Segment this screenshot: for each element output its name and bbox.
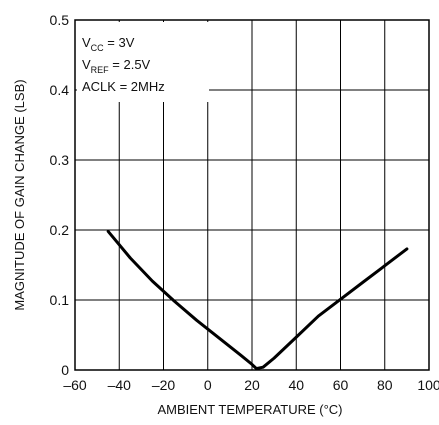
x-tick-label: 80: [377, 377, 393, 393]
y-tick-label: 0.4: [50, 82, 70, 98]
grid: [74, 19, 430, 371]
plot-frame: [74, 19, 430, 371]
annotation-background: [77, 22, 209, 102]
x-tick-label: 100: [417, 377, 439, 393]
x-axis-title: AMBIENT TEMPERATURE (°C): [157, 402, 342, 417]
y-tick-label: 0.2: [50, 222, 70, 238]
x-tick-label: 0: [204, 377, 212, 393]
gain-change-curve: [106, 229, 409, 371]
y-tick-label: 0.1: [50, 292, 70, 308]
y-tick-label: 0.3: [50, 152, 70, 168]
x-tick-label: –20: [152, 377, 176, 393]
y-tick-label: 0.5: [50, 12, 70, 28]
y-axis-title: MAGNITUDE OF GAIN CHANGE (LSB): [12, 79, 27, 310]
annotation-box: VCC = 3V VREF = 2.5V ACLK = 2MHz: [77, 22, 209, 102]
x-tick-label: –60: [63, 377, 87, 393]
x-tick-label: 20: [244, 377, 260, 393]
annotation-aclk: ACLK = 2MHz: [82, 79, 165, 94]
y-tick-labels: 0 0.1 0.2 0.3 0.4 0.5: [50, 12, 70, 378]
x-tick-label: –40: [108, 377, 132, 393]
annotation-vcc: VCC = 3V: [82, 35, 135, 53]
x-tick-label: 60: [333, 377, 349, 393]
series-layer: [106, 229, 409, 371]
x-tick-label: 40: [288, 377, 304, 393]
y-tick-label: 0: [61, 362, 69, 378]
x-tick-labels: –60 –40 –20 0 20 40 60 80 100: [63, 377, 439, 393]
annotation-vref: VREF = 2.5V: [82, 57, 151, 75]
